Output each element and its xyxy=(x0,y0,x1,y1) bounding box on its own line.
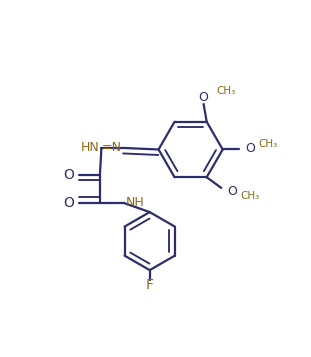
Text: =N: =N xyxy=(102,141,122,155)
Text: O: O xyxy=(246,142,255,155)
Text: O: O xyxy=(63,196,74,210)
Text: HN: HN xyxy=(81,141,100,155)
Text: CH₃: CH₃ xyxy=(240,191,259,201)
Text: NH: NH xyxy=(125,196,144,210)
Text: O: O xyxy=(227,185,237,197)
Text: F: F xyxy=(146,278,154,292)
Text: O: O xyxy=(63,168,74,182)
Text: O: O xyxy=(199,91,209,104)
Text: CH₃: CH₃ xyxy=(259,139,278,149)
Text: CH₃: CH₃ xyxy=(216,86,236,96)
